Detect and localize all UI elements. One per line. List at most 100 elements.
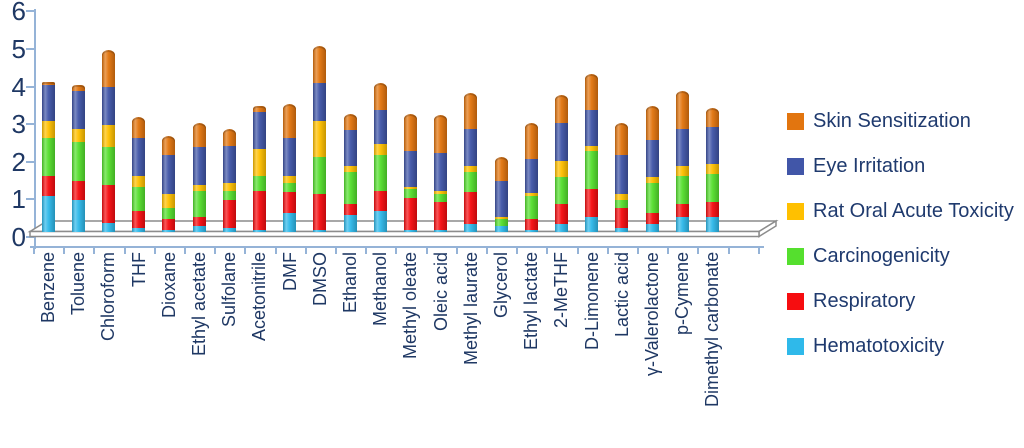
- bar-segment-rat-oral-acute-toxicity: [71, 128, 85, 142]
- bar-segment-skin-sensitization: [313, 45, 327, 84]
- y-axis-tick: [26, 198, 35, 201]
- bar-segment-respiratory: [222, 200, 236, 229]
- x-axis-tick: [546, 247, 549, 254]
- x-axis-tick: [365, 247, 368, 254]
- legend-swatch-icon: [787, 158, 804, 175]
- bar-segment-hematotoxicity: [343, 215, 357, 232]
- bar-segment-hematotoxicity: [313, 230, 327, 232]
- x-axis-tick: [395, 247, 398, 254]
- x-axis-tick: [274, 247, 277, 254]
- bar-segment-rat-oral-acute-toxicity: [615, 194, 629, 200]
- bar-segment-carcinogenicity: [132, 186, 146, 212]
- bar-segment-carcinogenicity: [675, 175, 689, 204]
- x-axis-tick: [727, 247, 730, 254]
- bar-segment-eye-irritation: [373, 109, 387, 144]
- y-tick-label: 0: [11, 222, 26, 252]
- bar-segment-eye-irritation: [403, 151, 417, 187]
- bar-segment-carcinogenicity: [313, 156, 327, 195]
- bar-segment-eye-irritation: [675, 128, 689, 167]
- bar-segment-eye-irritation: [222, 145, 236, 184]
- bar-segment-eye-irritation: [313, 83, 327, 122]
- bar-segment-rat-oral-acute-toxicity: [162, 194, 176, 208]
- bar-segment-skin-sensitization: [645, 106, 659, 140]
- bar-segment-eye-irritation: [554, 122, 568, 161]
- x-axis-tick: [606, 247, 609, 254]
- x-axis-tick: [93, 247, 96, 254]
- bar-segment-skin-sensitization: [675, 91, 689, 129]
- bar-segment-skin-sensitization: [373, 83, 387, 110]
- bar-segment-hematotoxicity: [192, 226, 206, 232]
- bar-segment-respiratory: [403, 198, 417, 231]
- x-axis-tick: [667, 247, 670, 254]
- bar-segment-eye-irritation: [192, 147, 206, 185]
- bar-segment-skin-sensitization: [705, 107, 719, 127]
- bar-benzene: [41, 81, 55, 232]
- bar-segment-hematotoxicity: [252, 230, 266, 232]
- bar-segment-eye-irritation: [101, 87, 115, 125]
- bar-segment-rat-oral-acute-toxicity: [464, 166, 478, 172]
- bar-segment-rat-oral-acute-toxicity: [343, 166, 357, 172]
- legend-label: Rat Oral Acute Toxicity: [813, 200, 1014, 222]
- y-tick-label: 2: [11, 146, 26, 177]
- legend-label: Hematotoxicity: [813, 335, 945, 357]
- bar-segment-carcinogenicity: [434, 194, 448, 202]
- y-tick-label: 6: [11, 0, 26, 27]
- bar-segment-hematotoxicity: [434, 230, 448, 232]
- legend-item-eye-irritation: Eye Irritation: [787, 144, 1014, 189]
- bar-segment-rat-oral-acute-toxicity: [434, 190, 448, 195]
- bar-toluene: [71, 85, 85, 232]
- bar-segment-respiratory: [585, 188, 599, 217]
- bar-segment-respiratory: [71, 181, 85, 200]
- bar-segment-rat-oral-acute-toxicity: [554, 160, 568, 178]
- bar-segment-skin-sensitization: [343, 113, 357, 131]
- bar-segment-carcinogenicity: [403, 188, 417, 199]
- bar-segment-hematotoxicity: [222, 228, 236, 232]
- bar-chloroform: [101, 49, 115, 232]
- bar-segment-skin-sensitization: [554, 94, 568, 123]
- bar-segment-rat-oral-acute-toxicity: [585, 145, 599, 152]
- bar-segment-rat-oral-acute-toxicity: [705, 164, 719, 174]
- bar-segment-hematotoxicity: [585, 216, 599, 232]
- legend-item-respiratory: Respiratory: [787, 279, 1014, 324]
- bar-segment-respiratory: [615, 207, 629, 229]
- legend-item-skin-sensitization: Skin Sensitization: [787, 99, 1014, 144]
- bar-segment-eye-irritation: [494, 181, 508, 217]
- bar-segment-carcinogenicity: [585, 151, 599, 189]
- bar-segment-hematotoxicity: [41, 196, 55, 232]
- bar-methyl-laurate: [464, 92, 478, 232]
- bar-segment-rat-oral-acute-toxicity: [645, 177, 659, 184]
- bar-segment-skin-sensitization: [464, 92, 478, 129]
- bar-segment-hematotoxicity: [71, 200, 85, 232]
- bar-segment-respiratory: [705, 201, 719, 217]
- bar-lactic-acid: [615, 122, 629, 232]
- bar-segment-carcinogenicity: [705, 173, 719, 202]
- bar-segment-eye-irritation: [585, 109, 599, 146]
- bar-segment-rat-oral-acute-toxicity: [403, 186, 417, 189]
- bar-segment-rat-oral-acute-toxicity: [41, 121, 55, 138]
- bar-segment-carcinogenicity: [615, 200, 629, 208]
- legend-item-carcinogenicity: Carcinogenicity: [787, 234, 1014, 279]
- bar-segment-carcinogenicity: [283, 183, 297, 193]
- bar-segment-respiratory: [132, 211, 146, 229]
- bar-segment-skin-sensitization: [434, 115, 448, 154]
- bar-segment-skin-sensitization: [222, 128, 236, 146]
- legend-label: Respiratory: [813, 290, 916, 312]
- bar-segment-rat-oral-acute-toxicity: [252, 149, 266, 176]
- bar-thf: [132, 117, 146, 232]
- bar-segment-respiratory: [101, 184, 115, 223]
- bar-segment-carcinogenicity: [192, 190, 206, 217]
- bar-segment-rat-oral-acute-toxicity: [524, 192, 538, 197]
- x-axis-tick: [153, 247, 156, 254]
- y-tick-label: 3: [11, 109, 26, 140]
- y-tick-label: 5: [11, 34, 26, 64]
- bar-segment-hematotoxicity: [162, 230, 176, 232]
- legend: Skin Sensitization Eye Irritation Rat Oral…: [787, 99, 1014, 369]
- bar-segment-skin-sensitization: [494, 156, 508, 182]
- bar-segment-skin-sensitization: [524, 122, 538, 159]
- bar-segment-carcinogenicity: [524, 196, 538, 219]
- bar-segment-hematotoxicity: [101, 222, 115, 232]
- bar-segment-respiratory: [524, 218, 538, 231]
- bar-segment-carcinogenicity: [554, 177, 568, 204]
- bar-segment-skin-sensitization: [283, 104, 297, 138]
